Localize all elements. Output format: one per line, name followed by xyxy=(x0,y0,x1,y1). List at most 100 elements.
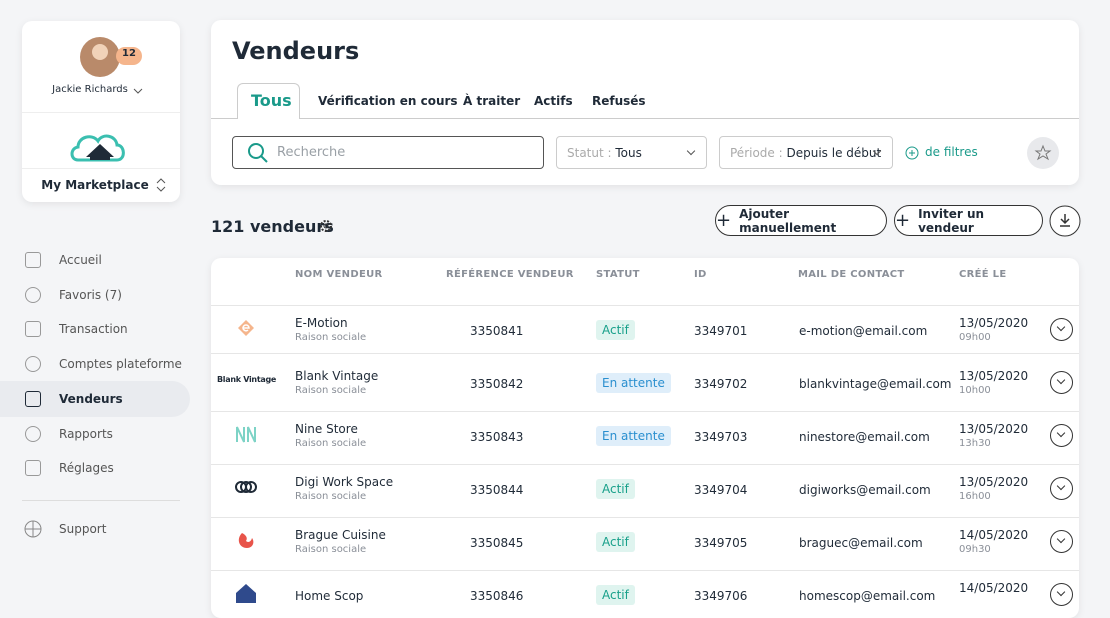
expand-button[interactable] xyxy=(1050,530,1073,553)
favorite-button[interactable] xyxy=(1027,137,1059,169)
row-divider xyxy=(211,353,1079,354)
tab[interactable]: Vérification en cours xyxy=(318,94,458,108)
chevron xyxy=(686,146,696,156)
search-box[interactable]: Recherche xyxy=(232,136,544,169)
status-badge: Actif xyxy=(596,479,635,499)
vendor-id: 3349703 xyxy=(694,430,748,444)
column-header: RÉFÉRENCE VENDEUR xyxy=(446,269,574,280)
vendor-subtitle: Raison sociale xyxy=(295,544,367,555)
tab[interactable]: À traiter xyxy=(463,94,521,108)
filter-label: Période xyxy=(730,146,775,160)
support-icon xyxy=(24,520,42,538)
email: blankvintage@email.com xyxy=(799,377,952,391)
expand-button[interactable] xyxy=(1050,477,1073,500)
vendor-subtitle: Raison sociale xyxy=(295,491,367,502)
nav-item[interactable]: Rapports xyxy=(59,426,113,441)
user-name[interactable]: Jackie Richards xyxy=(52,84,128,95)
row-divider xyxy=(211,464,1079,465)
vendor-logo xyxy=(234,422,258,446)
chevron xyxy=(1056,587,1066,597)
divider xyxy=(22,500,180,501)
tab[interactable]: Refusés xyxy=(592,94,646,108)
email: braguec@email.com xyxy=(799,536,923,550)
screen: 12 Jackie Richards My Marketplace Accuei… xyxy=(0,20,1081,618)
vendor-name[interactable]: Digi Work Space xyxy=(295,475,394,489)
status-badge: Actif xyxy=(596,320,635,340)
created-date: 14/05/2020 xyxy=(959,528,1029,542)
nav-item[interactable]: Vendeurs xyxy=(59,391,123,406)
column-header: CRÉÉ LE xyxy=(959,269,1007,280)
chevron xyxy=(1056,375,1066,385)
vendor-logo xyxy=(234,316,258,340)
action-button[interactable]: + Inviter un vendeur xyxy=(894,205,1043,236)
filter-select[interactable]: Statut : Tous xyxy=(556,136,707,169)
nav-icon xyxy=(25,321,41,338)
badge xyxy=(116,47,142,65)
status-badge: En attente xyxy=(596,373,671,393)
vendor-id: 3349705 xyxy=(694,536,748,550)
expand-button[interactable] xyxy=(1050,371,1073,394)
nav-support[interactable]: Support xyxy=(59,522,107,536)
action-label: Inviter un vendeur xyxy=(918,206,985,235)
expand-button[interactable] xyxy=(1050,424,1073,447)
reference: 3350846 xyxy=(470,589,524,603)
vendor-subtitle: Raison sociale xyxy=(295,438,367,449)
divider xyxy=(22,168,180,169)
vendor-logo xyxy=(234,528,258,552)
tab[interactable]: Tous xyxy=(251,91,292,110)
vendor-name[interactable]: Home Scop xyxy=(295,589,364,603)
created-time: 10h00 xyxy=(959,385,991,396)
action-label: Ajouter manuellement xyxy=(739,206,837,235)
action-button[interactable]: + Ajouter manuellement xyxy=(715,205,887,236)
filter-select[interactable]: Période : Depuis le début xyxy=(719,136,893,169)
tab-line xyxy=(211,118,1079,119)
more-filters[interactable]: de filtres xyxy=(925,145,978,159)
nav-item[interactable]: Réglages xyxy=(59,461,114,476)
vendor-count: 121 vendeurs xyxy=(211,217,334,236)
vendor-logo-text: Blank Vintage xyxy=(217,375,277,384)
row-divider xyxy=(211,570,1079,571)
status-badge: Actif xyxy=(596,585,635,605)
status-badge: Actif xyxy=(596,532,635,552)
download-button[interactable] xyxy=(1049,205,1081,237)
vendor-name[interactable]: Blank Vintage xyxy=(295,369,379,383)
tab[interactable]: Actifs xyxy=(534,94,573,108)
vendor-logo xyxy=(234,475,258,499)
filter-value: Tous xyxy=(615,146,642,160)
column-header: NOM VENDEUR xyxy=(295,269,383,280)
nav-icon xyxy=(25,425,41,442)
workspace-name[interactable]: My Marketplace xyxy=(41,178,149,192)
vendor-subtitle: Raison sociale xyxy=(295,332,367,343)
row-divider xyxy=(211,517,1079,518)
nav-item[interactable]: Accueil xyxy=(59,253,102,267)
nav-item[interactable]: Transaction xyxy=(59,322,128,337)
vendor-id: 3349701 xyxy=(694,324,748,338)
nav-item[interactable]: Favoris (7) xyxy=(59,287,122,302)
add-filter-icon xyxy=(905,146,919,160)
badge-count: 12 xyxy=(122,48,136,59)
nav-icon xyxy=(25,252,41,268)
nav-icon xyxy=(25,390,41,407)
chevron xyxy=(1056,322,1066,332)
vendor-name[interactable]: Nine Store xyxy=(295,422,358,436)
active-tab-box xyxy=(237,83,300,119)
settings-icon[interactable] xyxy=(318,218,334,234)
vendor-name[interactable]: Brague Cuisine xyxy=(295,528,386,542)
reference: 3350843 xyxy=(470,430,524,444)
created-date: 13/05/2020 xyxy=(959,316,1029,330)
reference: 3350842 xyxy=(470,377,524,391)
vendor-subtitle: Raison sociale xyxy=(295,385,367,396)
vendor-logo xyxy=(234,581,258,605)
vendor-name[interactable]: E-Motion xyxy=(295,316,348,330)
status-badge: En attente xyxy=(596,426,671,446)
nav-item[interactable]: Comptes plateforme xyxy=(59,357,182,372)
expand-button[interactable] xyxy=(1050,583,1073,606)
created-time: 09h00 xyxy=(959,332,991,343)
expand-button[interactable] xyxy=(1050,318,1073,341)
row-divider xyxy=(211,305,1079,306)
created-time: 13h30 xyxy=(959,438,991,449)
sidebar-graphics xyxy=(70,37,166,192)
chevron xyxy=(1056,481,1066,491)
search-placeholder: Recherche xyxy=(277,145,346,160)
filter-label: Statut xyxy=(567,146,604,160)
